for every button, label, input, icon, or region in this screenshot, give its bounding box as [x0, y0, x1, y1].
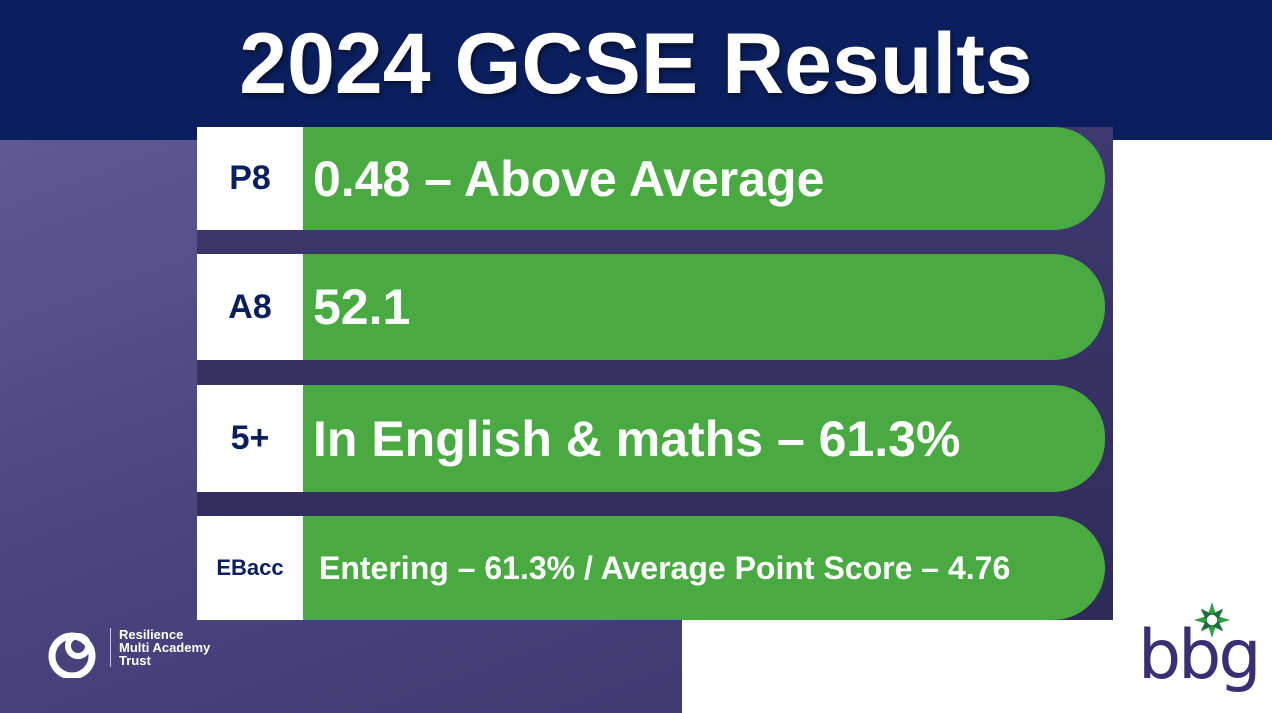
row-text: Entering – 61.3% / Average Point Score –… [303, 516, 1105, 620]
row-text: In English & maths – 61.3% [303, 385, 1105, 492]
title-banner [0, 0, 1272, 140]
row-label: P8 [197, 127, 303, 230]
trust-line: Multi Academy [119, 640, 211, 655]
trust-icon [48, 632, 96, 678]
title: 2024 GCSE Results [239, 16, 1033, 112]
school-icon [1194, 602, 1230, 638]
row-text: 52.1 [303, 254, 1105, 360]
row-label: EBacc [197, 516, 303, 620]
trust-name: Resilience Multi Academy Trust [110, 628, 210, 667]
school-name: bbg [1138, 616, 1262, 695]
row-text: 0.48 – Above Average [303, 127, 1105, 230]
row-label: A8 [197, 254, 303, 360]
trust-line: Resilience [119, 627, 184, 642]
trust-line: Trust [119, 653, 151, 668]
row-label: 5+ [197, 385, 303, 492]
